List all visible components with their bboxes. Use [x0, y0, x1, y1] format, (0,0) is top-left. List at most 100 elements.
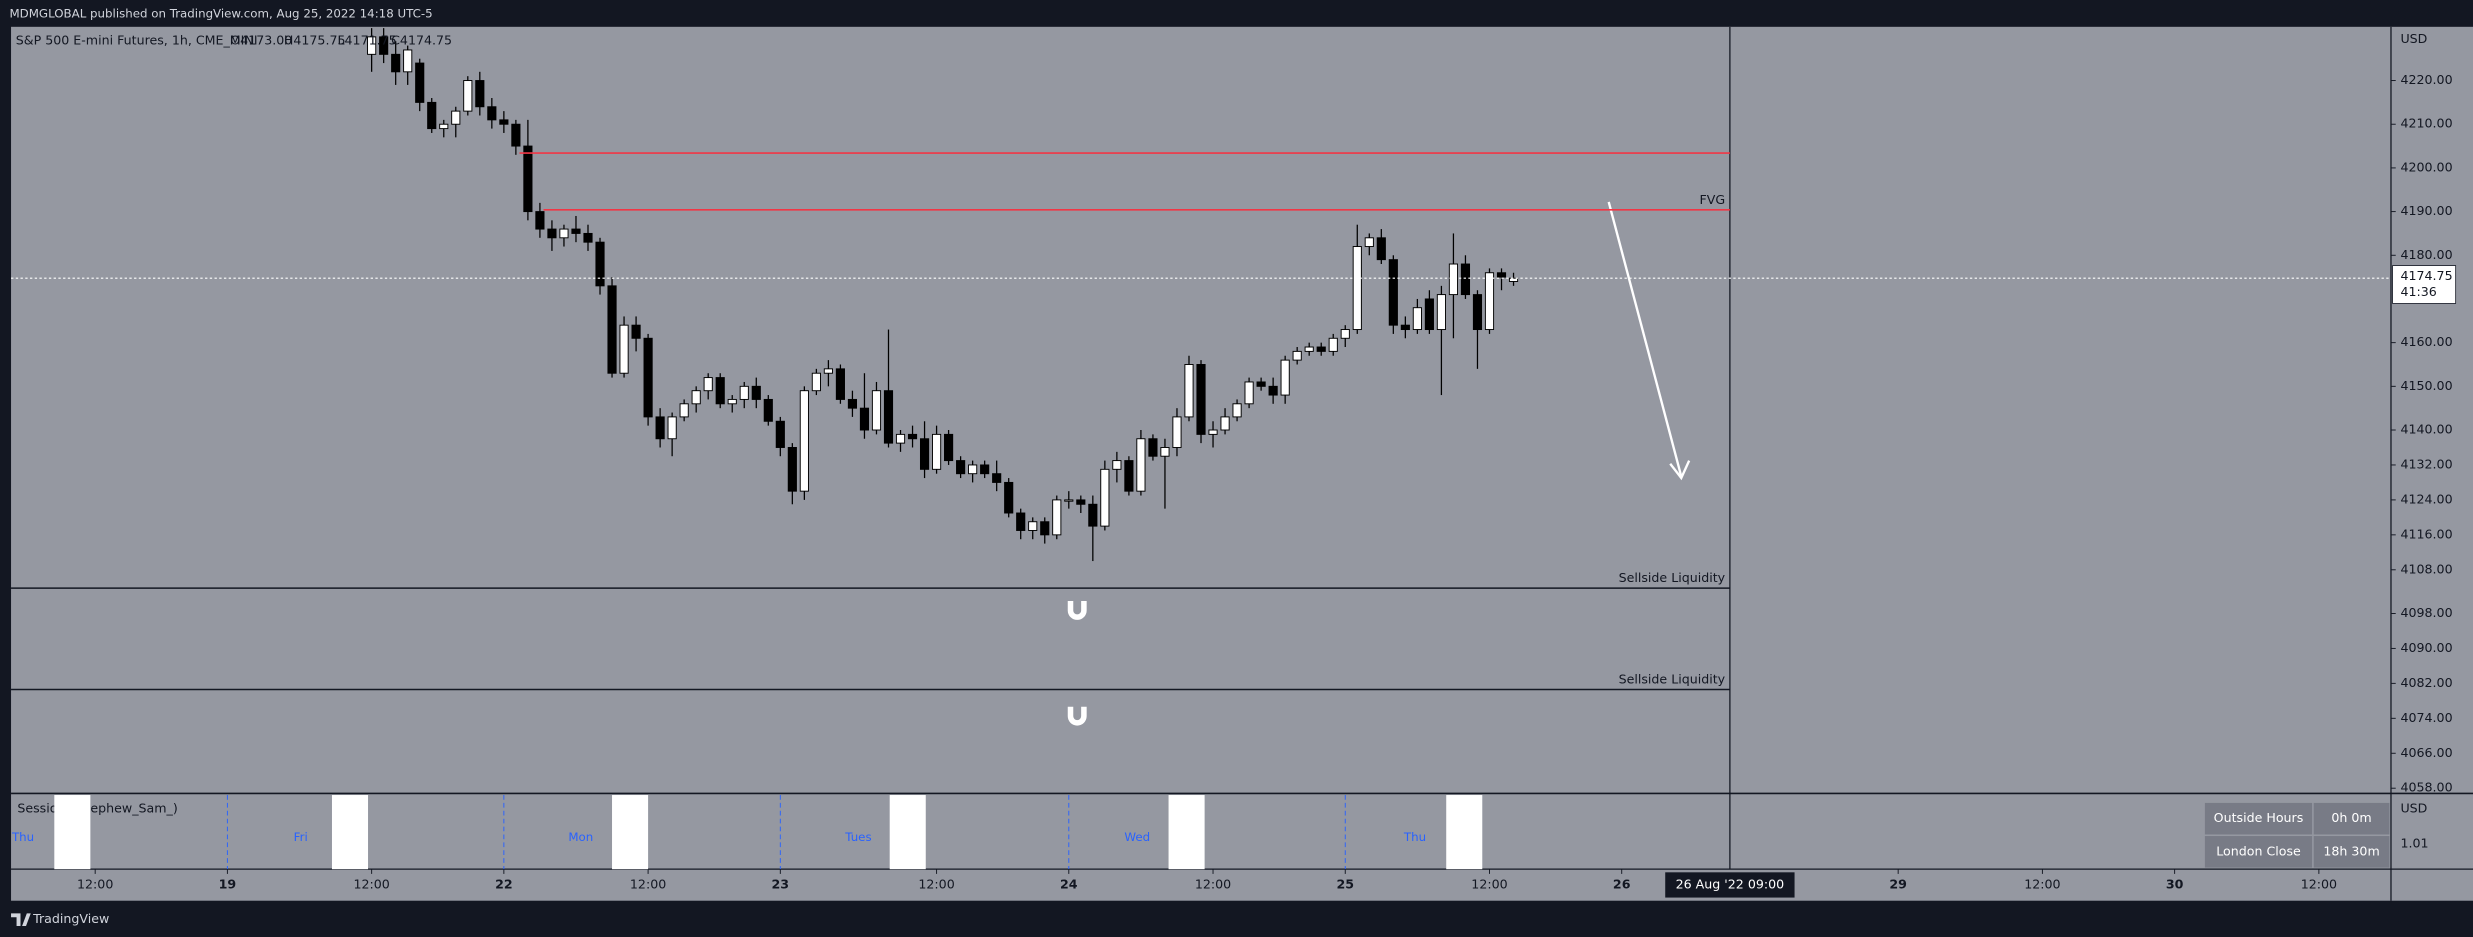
candle-body [1436, 294, 1446, 331]
candle-body [1040, 521, 1050, 536]
candle-body [811, 372, 821, 392]
x-tick-label: 12:00 [1195, 876, 1231, 891]
x-tick-label: 22 [495, 876, 513, 891]
y-tick-label: 4066.00 [2400, 745, 2452, 760]
candle-body [547, 228, 557, 239]
ohlc-value: L4171.75 [338, 33, 397, 48]
candle-body [823, 368, 833, 374]
candle-body [799, 390, 809, 492]
candle-body [1292, 350, 1302, 361]
candle-body [944, 433, 954, 462]
level-label: Sellside Liquidity [1619, 672, 1726, 687]
ohlc-value: H4175.75 [284, 33, 346, 48]
session-block [331, 795, 369, 870]
level-label: FVG [1700, 192, 1726, 207]
candle-body [535, 211, 545, 230]
footer-brand: TradingView [32, 911, 109, 926]
y-tick-label: 4150.00 [2400, 378, 2452, 393]
candle-body [1484, 272, 1495, 331]
x-tick-label: 12:00 [2301, 876, 2337, 891]
candle-body [1004, 481, 1014, 514]
candle-body [427, 101, 437, 130]
x-tick-label: 30 [2166, 876, 2184, 891]
candle-body [919, 438, 930, 470]
candle-body [475, 80, 485, 108]
sessions-scale: 1.01 [2400, 835, 2428, 850]
candle-body [1028, 521, 1038, 531]
candle-body [968, 464, 978, 475]
candle-body [571, 228, 581, 234]
candle-body [1340, 329, 1350, 339]
x-tick-label: 12:00 [353, 876, 389, 891]
session-day: Fri [294, 830, 308, 844]
session-day: Mon [568, 830, 593, 844]
candle-body [583, 232, 593, 243]
candle-body [907, 433, 918, 440]
candle-body [1220, 416, 1230, 431]
y-tick-label: 4074.00 [2400, 710, 2452, 725]
candle-body [523, 145, 533, 213]
candle-body [1208, 429, 1218, 435]
session-day: Thu [11, 830, 34, 844]
candle-body [439, 123, 449, 130]
arrow-shaft [1607, 201, 1683, 477]
candle-body [1184, 364, 1194, 418]
candle-body [1352, 246, 1362, 331]
candle-body [703, 377, 713, 392]
x-tick-label: 12:00 [1471, 876, 1507, 891]
candle-body [403, 49, 413, 73]
publisher: MDMGLOBAL published on TradingView.com, … [9, 7, 432, 21]
candle-body [1304, 346, 1314, 352]
price-box [2392, 265, 2457, 304]
candle-body [1124, 460, 1134, 492]
candle-body [1364, 237, 1374, 248]
candle-body [619, 324, 629, 374]
candle-body [847, 398, 858, 409]
candle-body [895, 433, 906, 444]
x-tick-label: 26 [1613, 876, 1631, 891]
candle-body [595, 241, 605, 287]
session-block [889, 795, 926, 870]
magnet-icon [1067, 601, 1087, 620]
candle-body [992, 473, 1002, 483]
level-label: Sellside Liquidity [1619, 570, 1726, 585]
magnet-icon [1067, 706, 1087, 726]
x-tick-label: 12:00 [2024, 876, 2060, 891]
candle-body [1160, 447, 1170, 457]
candle-body [379, 36, 389, 55]
y-tick-label: 4116.00 [2400, 526, 2452, 541]
crosshair-label: 26 Aug '22 09:00 [1676, 876, 1785, 891]
candle-body [1280, 359, 1290, 396]
table-cell [2204, 802, 2313, 835]
candle-body [487, 106, 497, 121]
candle-body [956, 460, 966, 475]
plot-background [11, 26, 2473, 901]
candle-body [775, 420, 785, 448]
y-tick-label: 4200.00 [2400, 159, 2452, 174]
table-cell [2204, 836, 2313, 868]
candle-body [679, 403, 689, 418]
candle-body [763, 398, 773, 422]
x-tick-label: 12:00 [630, 876, 666, 891]
candle-body [1268, 385, 1278, 396]
candle-body [1052, 499, 1062, 536]
y-tick-label: 4124.00 [2400, 491, 2452, 506]
crosshair-label-box [1665, 872, 1795, 898]
series-title: S&P 500 E-mini Futures, 1h, CME_MINI [16, 33, 258, 48]
candle-body [980, 464, 990, 475]
table-value: 18h 30m [2323, 843, 2379, 858]
candle-body [932, 433, 942, 470]
arrow [1607, 201, 1691, 481]
table-cell [2313, 802, 2390, 835]
candle-body [691, 390, 701, 405]
candle-body [1112, 460, 1122, 470]
candle-body [559, 228, 569, 239]
candle-body [1196, 364, 1206, 435]
y-tick-label: 4210.00 [2400, 116, 2452, 131]
candle-body [1136, 438, 1146, 492]
y-tick-label: 4160.00 [2400, 334, 2452, 349]
candle-body [1076, 499, 1086, 505]
session-day: Wed [1124, 830, 1150, 844]
